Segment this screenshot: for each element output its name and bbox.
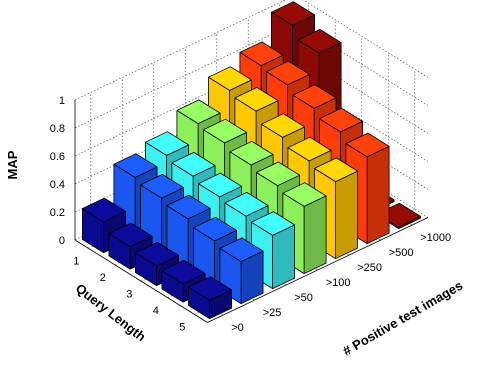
bar-face-front — [303, 195, 327, 275]
bar-face-top — [345, 132, 390, 158]
grid-line-z — [74, 0, 429, 101]
bar-face-top — [313, 157, 359, 183]
z-tick-label: 0.2 — [50, 207, 65, 219]
bar-face-top — [139, 173, 185, 199]
x-axis-title: Query Length — [73, 281, 149, 345]
bar-face-top — [144, 131, 190, 156]
chart-tick-labels: 0 0.2 0.4 0.6 0.8 1 1 2 3 4 5 >0 >25 >50 >100 >250 >500 >… — [50, 95, 451, 334]
z-tick-label: 0.8 — [50, 123, 65, 135]
bar-face-top — [166, 194, 211, 220]
bar-face-top — [171, 151, 216, 177]
grid-line-z — [74, 50, 429, 157]
grid-line-z — [74, 22, 429, 129]
bar-face-front — [335, 170, 359, 260]
bar-face-top — [82, 197, 126, 223]
z-axis-title: MAP — [5, 150, 20, 179]
bar-face-top — [282, 182, 327, 207]
x-axis-line — [74, 239, 208, 323]
x-tick-label: 4 — [153, 305, 159, 317]
bar-face-top — [297, 28, 342, 54]
z-tick-label: 1 — [59, 95, 65, 107]
chart-bars — [82, 1, 422, 320]
bar-face-top — [192, 216, 238, 242]
x-tick-label: 1 — [73, 255, 79, 267]
y-tick-label: >50 — [294, 292, 313, 304]
bar-face-top — [292, 84, 337, 109]
bar-face-top — [270, 1, 316, 26]
bar-face-top — [197, 172, 243, 198]
bar-face-top — [255, 161, 301, 187]
y-axis-line — [207, 217, 429, 323]
bar-face-top — [219, 237, 264, 263]
bar-face-top — [224, 191, 269, 217]
y-tick-label: >250 — [357, 262, 382, 274]
bar-face-front — [366, 145, 390, 245]
y-axis-title: # Positive test images — [340, 278, 465, 359]
x-tick-label: 5 — [179, 321, 185, 333]
y-tick-label: >25 — [263, 307, 282, 319]
x-tick-label: 3 — [126, 288, 132, 300]
bar-face-top — [229, 140, 274, 166]
bar-face-top — [260, 113, 306, 138]
bar-face-top — [265, 60, 311, 86]
bar-face-top — [134, 241, 180, 267]
bar-face-top — [234, 87, 279, 112]
bar-face-top — [202, 118, 248, 144]
z-tick-label: 0.4 — [50, 179, 65, 191]
bar-face-top — [250, 211, 296, 236]
bar-face-top — [239, 41, 284, 66]
y-tick-label: >1000 — [420, 232, 451, 244]
bar-face-top — [207, 66, 253, 91]
z-tick-label: 0.6 — [50, 151, 65, 163]
bar-face-top — [176, 99, 221, 124]
y-tick-label: >0 — [231, 322, 244, 334]
y-tick-label: >100 — [326, 277, 351, 289]
bar-face-top — [108, 222, 153, 248]
bar-face-top — [113, 153, 158, 178]
bar-face-top — [187, 276, 233, 301]
bar-face-top — [318, 107, 364, 133]
bar-face-top — [287, 136, 332, 162]
x-tick-label: 2 — [100, 272, 106, 284]
z-tick-label: 0 — [59, 235, 65, 247]
bar-face-front — [272, 224, 296, 290]
bar-face-top — [161, 259, 206, 285]
y-tick-label: >500 — [389, 247, 414, 259]
bar — [187, 276, 233, 320]
